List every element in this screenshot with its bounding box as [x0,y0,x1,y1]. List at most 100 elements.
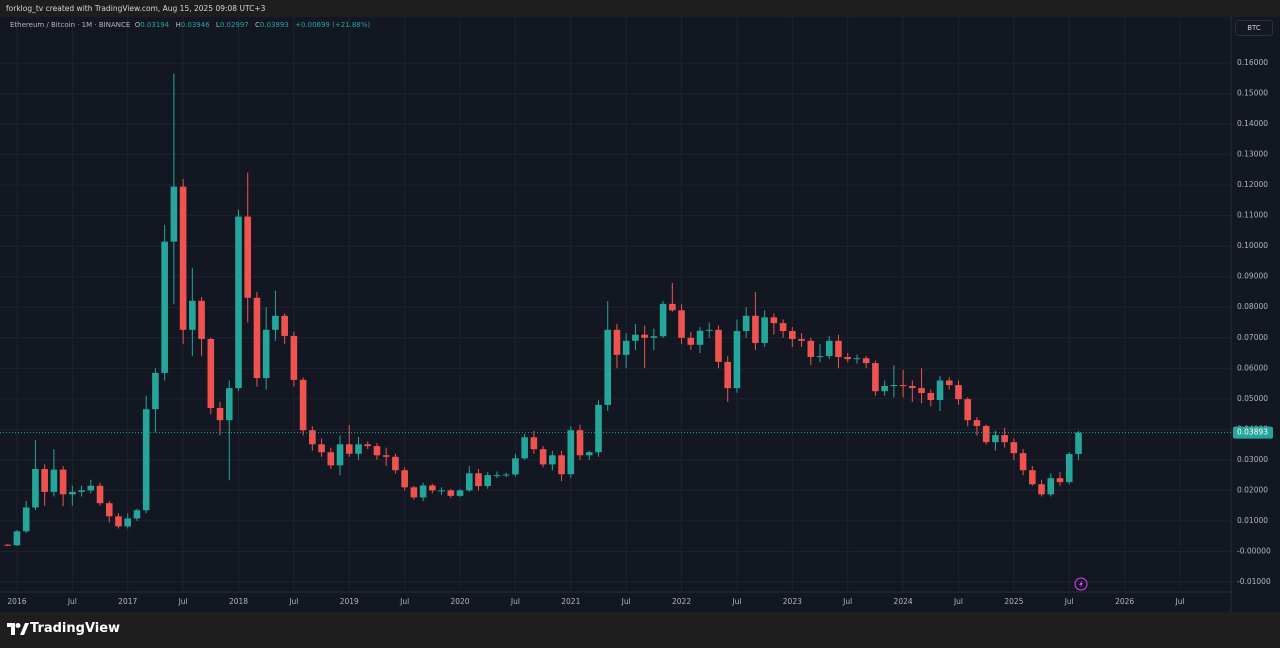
candle-body [4,544,12,546]
candle-body [1029,470,1036,485]
candle-body [1065,453,1073,483]
x-tick-label: 2019 [340,597,359,606]
candle-body [465,473,473,491]
candle-body [862,358,870,364]
x-tick-label: 2024 [894,597,913,606]
candle-body [853,358,861,360]
x-tick-label: Jul [842,597,852,606]
change: +0.00699 (+21.88%) [295,21,371,29]
ohlc-label: O [134,21,141,29]
top-bar: forklog_tv created with TradingView.com,… [0,0,1280,17]
candle-body [1019,453,1027,471]
x-tick-label: 2022 [672,597,691,606]
candle-body [419,485,427,498]
ohlc-label: C [255,21,260,29]
candle-body [770,317,778,324]
candle-body [253,297,261,379]
candle-body [752,315,759,343]
x-tick-label: Jul [178,597,188,606]
y-tick-label: 0.12000 [1237,180,1268,189]
candle-body [549,455,556,465]
candle-body [401,470,408,488]
x-tick-label: 2018 [229,597,248,606]
candle-body [936,380,944,401]
candle-body [225,388,233,421]
candle-body [798,338,805,341]
candle-body [715,329,722,362]
candle-body [890,385,898,387]
candle-body [1038,484,1045,495]
candle-body [724,361,732,389]
candle-body [687,337,695,345]
candle-body [309,430,316,445]
y-tick-label: 0.09000 [1237,272,1268,281]
candle-body [789,331,796,339]
candle-body [115,516,122,527]
x-tick-label: 2017 [118,597,137,606]
candle-body [318,444,325,453]
candle-body [973,420,981,426]
candle-body [779,323,787,332]
candle-body [567,430,575,475]
x-tick-label: Jul [1174,597,1184,606]
candle-body [558,455,565,475]
candle-body [918,388,925,394]
candle-body [604,329,612,405]
candle-body [142,409,150,511]
candle-body [59,469,67,495]
ohlc-value: 0.02997 [219,21,249,29]
candle-body [410,487,418,498]
candle-body [881,385,888,392]
x-tick-label: Jul [953,597,963,606]
ohlc-label: L [215,21,220,29]
candle-body [742,315,750,332]
candle-body [1056,478,1064,483]
candle-body [512,458,519,475]
candle-body [835,340,842,357]
currency-button[interactable]: BTC [1235,20,1273,36]
candle-body [364,444,372,447]
candle-body [124,518,132,527]
symbol: Ethereum / Bitcoin · 1M · BINANCE [10,21,131,29]
flash-icon[interactable] [1074,577,1088,591]
candle-body [235,216,242,389]
candle-body [105,503,113,517]
logo-text: TradingView [30,621,121,636]
candle-body [13,531,21,546]
plot-area [0,73,1231,546]
y-tick-label: 0.06000 [1237,363,1268,372]
candle-body [650,336,658,338]
candle-body [456,490,464,496]
y-tick-label: -0.01000 [1237,577,1271,586]
y-tick-label: 0.15000 [1237,89,1268,98]
y-tick-label: 0.03000 [1237,455,1268,464]
candle-body [189,300,196,330]
x-tick-label: Jul [731,597,741,606]
candle-body [705,329,713,331]
candle-body [945,380,953,386]
y-tick-label: -0.00000 [1237,546,1271,555]
x-tick-label: Jul [1064,597,1074,606]
y-tick-label: 0.07000 [1237,333,1268,342]
candle-body [382,455,390,457]
candle-body [438,490,445,492]
candle-body [345,444,353,454]
ohlc-value: 0.03946 [180,21,210,29]
candle-body [696,330,704,345]
candle-body [955,385,962,400]
candle-body [198,300,205,339]
candle-body [613,329,621,355]
candle-body [641,334,648,338]
candle-body [161,241,168,373]
candle-body [539,449,547,465]
logo-icon [7,623,29,635]
candle-body [281,315,288,336]
last-price-box [1233,426,1273,439]
candle-body [530,437,538,450]
candle-body [355,444,362,454]
candle-body [32,469,39,508]
y-tick-label: 0.02000 [1237,485,1268,494]
candle-body [272,315,279,330]
candle-body [216,407,224,421]
candle-body [78,490,85,492]
